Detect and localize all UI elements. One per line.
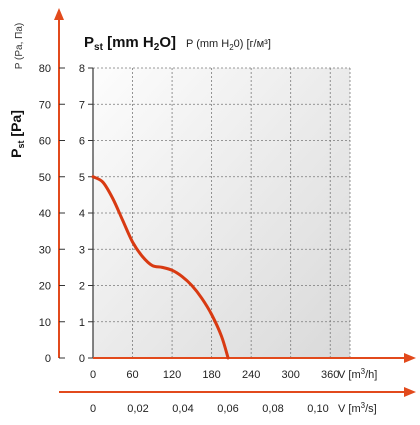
y-left-tick-label: 10 xyxy=(39,317,51,329)
x-main-tick-label: 0 xyxy=(90,369,96,381)
x-axis-label-secondary: V [m3/s] xyxy=(338,401,377,415)
y-axis-label: Pst [Pa] xyxy=(8,110,26,158)
x-secondary-tick-label: 0,02 xyxy=(127,403,148,415)
y-right-tick-label: 0 xyxy=(79,353,85,365)
y-left-tick-label: 70 xyxy=(39,99,51,111)
y-left-tick-label: 20 xyxy=(39,281,51,293)
y-right-tick-label: 3 xyxy=(79,244,85,256)
chart-subtitle: P (mm H20) [г/м³] xyxy=(186,38,271,52)
y-left-tick-label: 30 xyxy=(39,244,51,256)
x-secondary-tick-label: 0,04 xyxy=(172,403,193,415)
y-left-tick-label: 0 xyxy=(45,353,51,365)
axes xyxy=(54,8,416,397)
x-secondary-tick-label: 0,08 xyxy=(262,403,283,415)
x-main-tick-label: 360 xyxy=(321,369,339,381)
y-left-tick-label: 50 xyxy=(39,172,51,184)
x-main-tick-label: 240 xyxy=(242,369,260,381)
x-secondary-tick-label: 0,10 xyxy=(307,403,328,415)
x-axis-secondary-arrow xyxy=(404,387,416,397)
y-right-tick-label: 8 xyxy=(79,63,85,75)
x-axis-label-main: V [m3/h] xyxy=(338,367,377,381)
y-axis-label-alt: P (Pa, Па) xyxy=(14,23,25,69)
y-right-tick-label: 6 xyxy=(79,136,85,148)
y-right-tick-label: 4 xyxy=(79,208,85,220)
y-right-tick-label: 2 xyxy=(79,281,85,293)
x-secondary-tick-label: 0 xyxy=(90,403,96,415)
y-right-tick-label: 7 xyxy=(79,99,85,111)
x-axis-main-arrow xyxy=(404,353,416,363)
y-right-tick-label: 5 xyxy=(79,172,85,184)
x-main-tick-label: 180 xyxy=(202,369,220,381)
x-main-tick-label: 120 xyxy=(163,369,181,381)
grid xyxy=(92,67,351,359)
y-axis-arrow xyxy=(54,8,64,20)
y-left-tick-label: 80 xyxy=(39,63,51,75)
y-right-tick-label: 1 xyxy=(79,317,85,329)
x-main-tick-label: 300 xyxy=(282,369,300,381)
x-main-tick-label: 60 xyxy=(126,369,138,381)
series-curve xyxy=(91,175,230,360)
y-left-tick-label: 40 xyxy=(39,208,51,220)
y-left-tick-label: 60 xyxy=(39,136,51,148)
x-secondary-tick-label: 0,06 xyxy=(217,403,238,415)
chart-title: Pst [mm H2O] xyxy=(84,34,176,53)
